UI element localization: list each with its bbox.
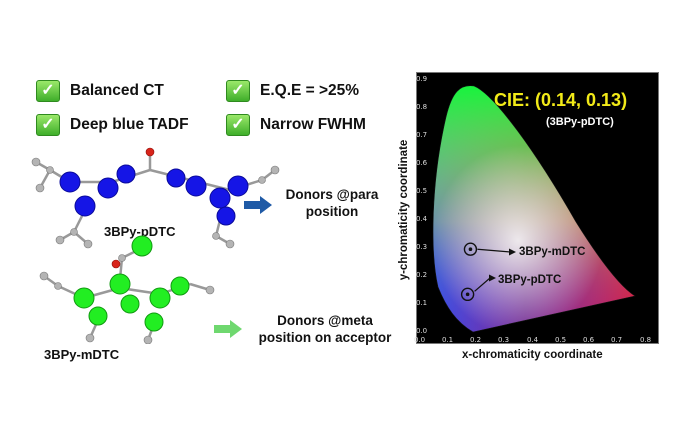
molecule-para-image	[31, 147, 280, 249]
x-tick-5: 0.5	[555, 336, 567, 344]
feature-label: Deep blue TADF	[70, 116, 189, 133]
y-tick-1: 0.1	[416, 299, 428, 307]
cie-subtitle: (3BPy-pDTC)	[546, 116, 614, 128]
molecule-para-label: 3BPy-pDTC	[104, 224, 176, 239]
x-tick-8: 0.8	[640, 336, 652, 344]
feature-deep-blue-tadf: ✓ Deep blue TADF	[36, 114, 189, 136]
meta-note: Donors @meta position on acceptor	[244, 312, 406, 346]
feature-narrow-fwhm: ✓ Narrow FWHM	[226, 114, 366, 136]
cie-diagram-panel: CIE: (0.14, 0.13) (3BPy-pDTC) 3BPy-mDTC …	[416, 72, 659, 344]
cie-y-axis-label: y-chromaticity coordinate	[398, 139, 410, 281]
molecule-meta-image	[39, 235, 215, 344]
cie-horseshoe	[416, 72, 659, 344]
cie-point-arrow	[474, 277, 491, 292]
molecule-meta-label: 3BPy-mDTC	[44, 347, 120, 362]
x-tick-4: 0.4	[527, 336, 539, 344]
x-tick-0: 0.0	[414, 336, 426, 344]
arrowhead-icon	[509, 248, 516, 256]
x-tick-2: 0.2	[470, 336, 482, 344]
x-tick-3: 0.3	[498, 336, 510, 344]
cie-point-arrow	[477, 248, 511, 253]
feature-label: E.Q.E = >25%	[260, 82, 360, 99]
cie-title: CIE: (0.14, 0.13)	[494, 90, 628, 110]
y-tick-3: 0.3	[416, 243, 428, 251]
meta-note-line1: Donors @meta	[277, 313, 373, 328]
feature-label: Narrow FWHM	[260, 116, 366, 133]
feature-balanced-ct: ✓ Balanced CT	[36, 80, 164, 102]
arrowhead-icon	[489, 274, 496, 282]
cie-x-axis-label: x-chromaticity coordinate	[462, 349, 603, 361]
cie-point-ring	[463, 242, 478, 256]
y-tick-0: 0.0	[416, 327, 428, 335]
y-tick-9: 0.9	[416, 75, 428, 83]
feature-label: Balanced CT	[70, 82, 164, 99]
checkmark-icon: ✓	[36, 80, 60, 102]
x-tick-7: 0.7	[611, 336, 623, 344]
y-tick-6: 0.6	[416, 159, 428, 167]
meta-note-line2: position on acceptor	[258, 330, 392, 345]
para-note-line2: position	[305, 204, 359, 219]
para-note-line1: Donors @para	[285, 187, 379, 202]
y-tick-2: 0.2	[416, 271, 428, 279]
para-note: Donors @para position	[276, 186, 388, 220]
arrow-right-icon	[214, 320, 242, 338]
cie-point-dot	[468, 247, 473, 252]
y-tick-5: 0.5	[416, 187, 428, 195]
checkmark-icon: ✓	[226, 80, 250, 102]
cie-point-ring	[460, 287, 475, 302]
y-tick-8: 0.8	[416, 103, 428, 111]
checkmark-icon: ✓	[36, 114, 60, 136]
cie-point-label-pdtc: 3BPy-pDTC	[498, 274, 562, 286]
x-tick-6: 0.6	[583, 336, 595, 344]
y-tick-4: 0.4	[416, 215, 428, 223]
cie-point-label-mdtc: 3BPy-mDTC	[519, 246, 586, 258]
y-tick-7: 0.7	[416, 131, 428, 139]
cie-point-dot	[465, 292, 470, 297]
checkmark-icon: ✓	[226, 114, 250, 136]
arrow-right-icon	[244, 196, 272, 214]
x-tick-1: 0.1	[442, 336, 454, 344]
feature-eqe: ✓ E.Q.E = >25%	[226, 80, 359, 102]
